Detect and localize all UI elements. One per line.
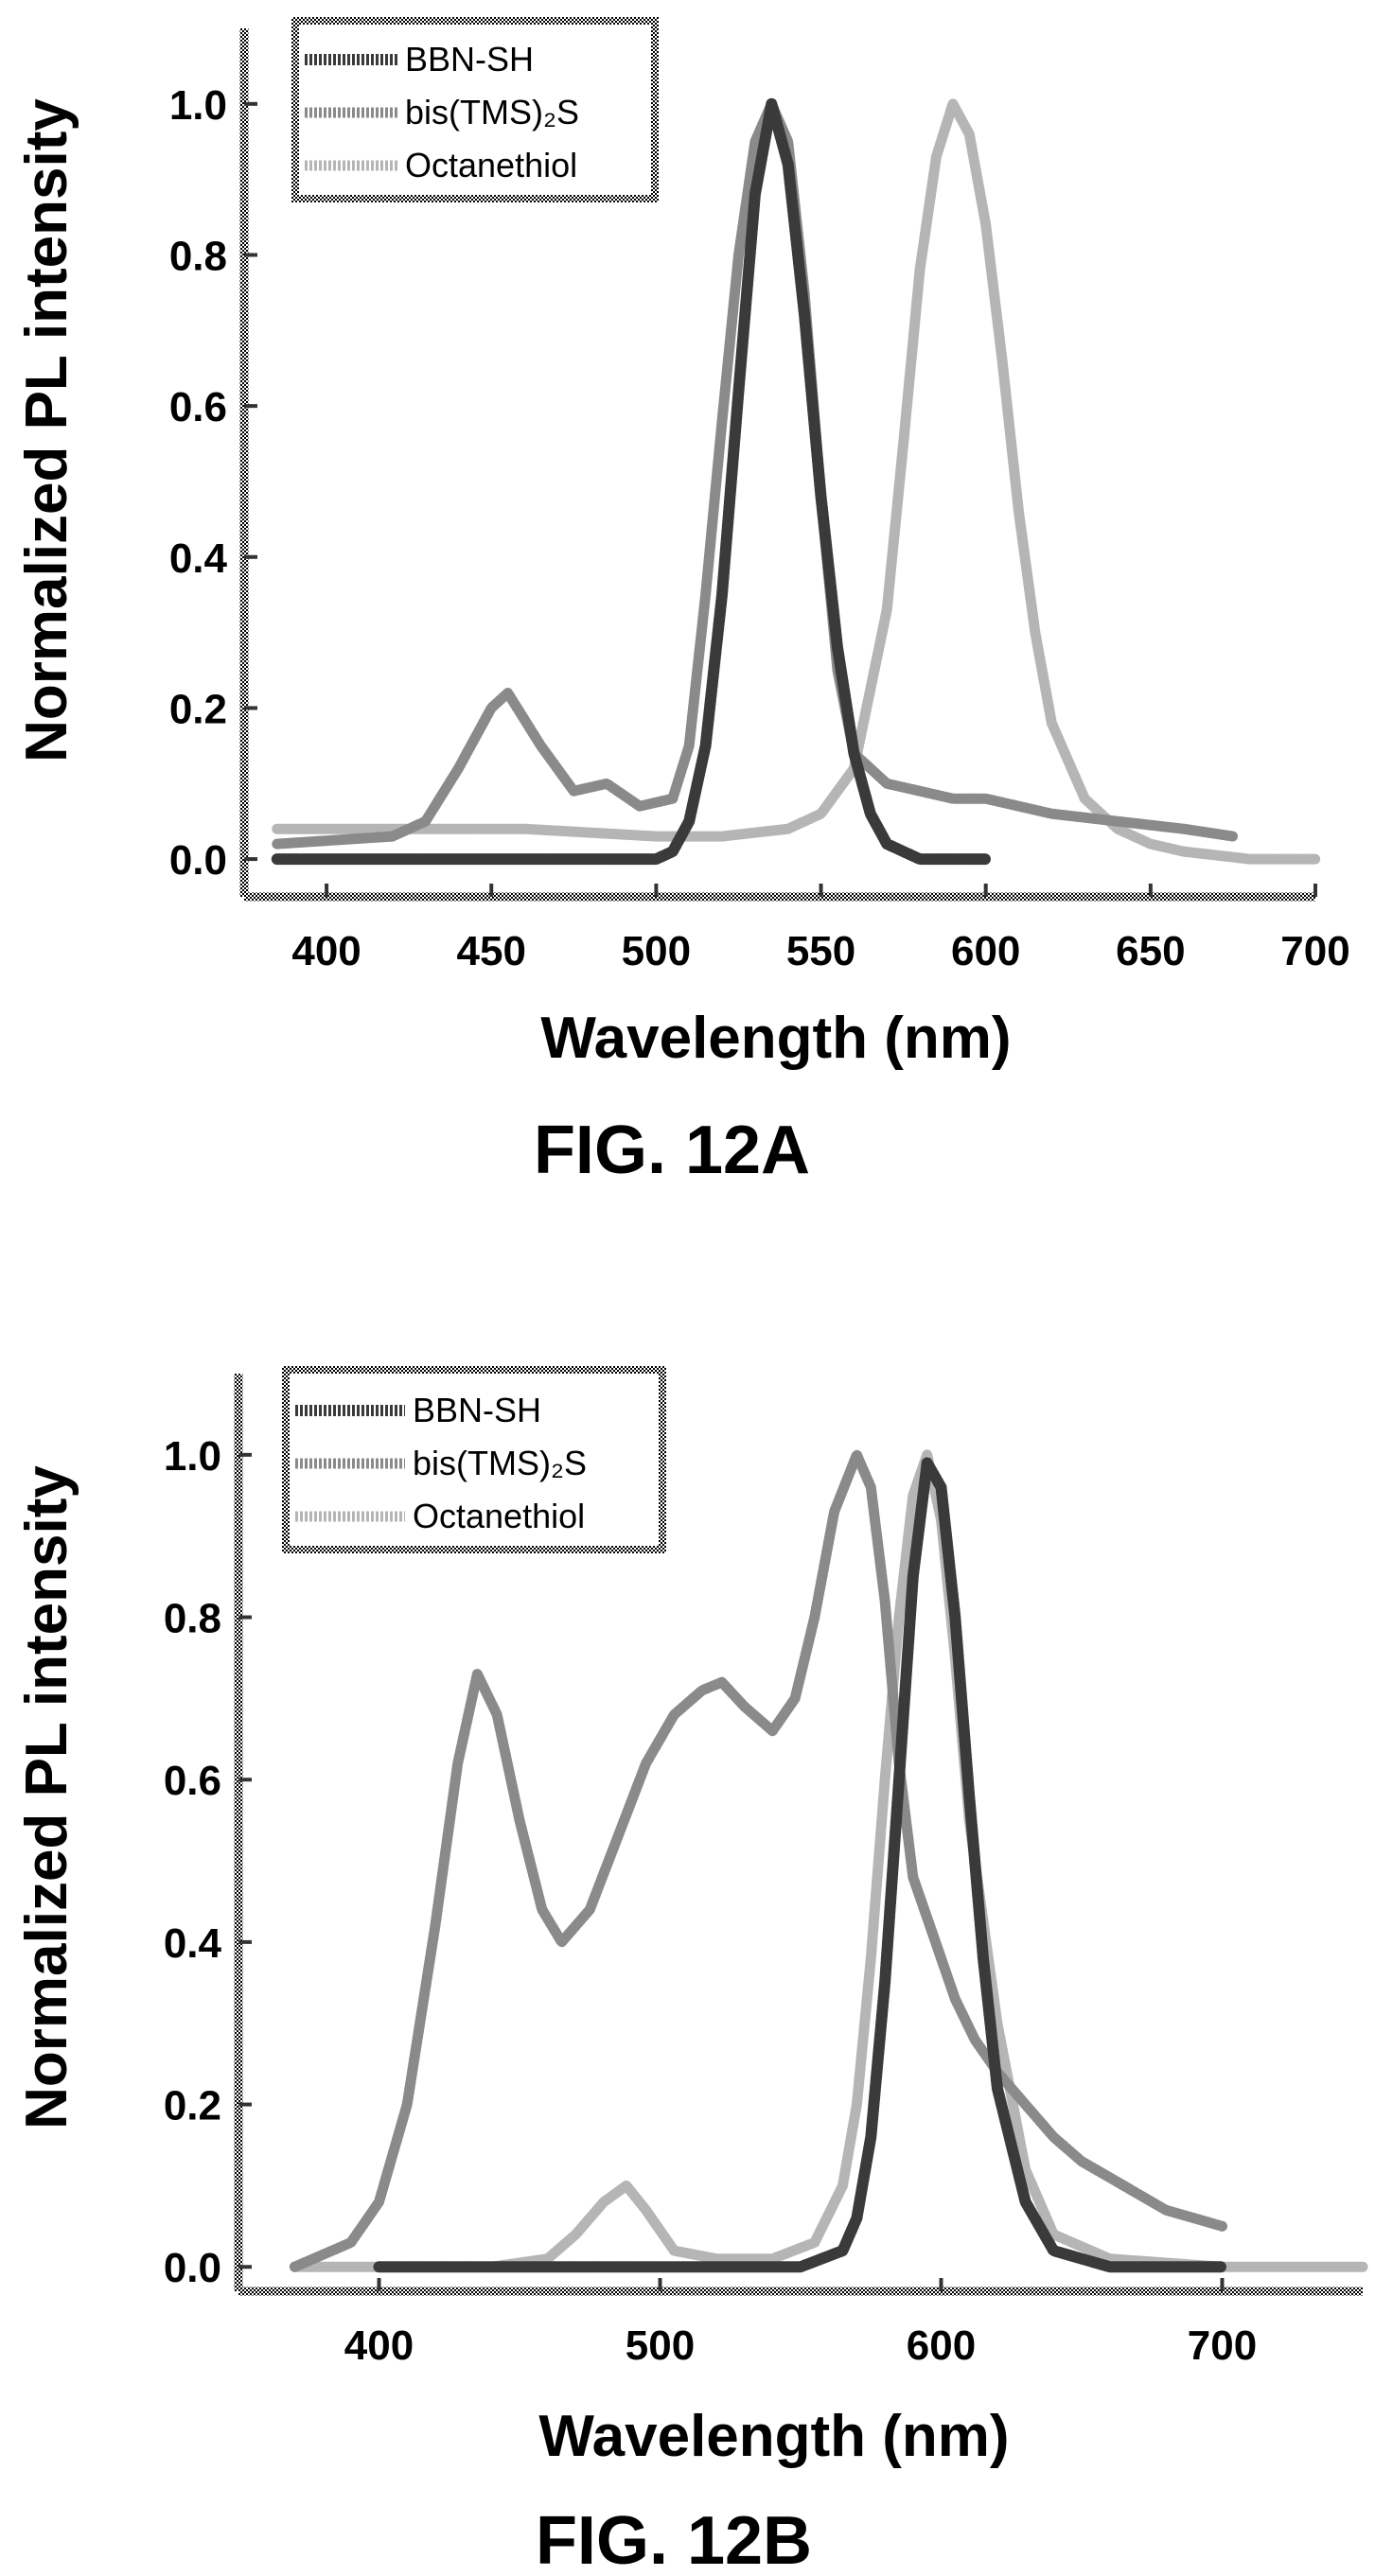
x-tick-label: 450 bbox=[457, 928, 526, 974]
series-line-1 bbox=[289, 1449, 1227, 2272]
y-tick-label: 0.0 bbox=[169, 837, 227, 884]
y-tick-label: 1.0 bbox=[169, 82, 227, 129]
y-tick-label: 0.0 bbox=[164, 2245, 221, 2291]
x-tick-label: 700 bbox=[1280, 928, 1349, 974]
y-tick-label: 0.8 bbox=[164, 1596, 221, 1642]
x-tick-label: 400 bbox=[344, 2322, 414, 2369]
series-line-0 bbox=[271, 97, 992, 866]
x-tick-label: 400 bbox=[291, 928, 361, 974]
series-line-2 bbox=[289, 1449, 1368, 2272]
series-line-2 bbox=[272, 98, 1321, 865]
legend-label-bbn-sh: BBN-SH bbox=[413, 1391, 541, 1429]
legend-label-octanethiol: Octanethiol bbox=[413, 1497, 585, 1535]
y-tick-label: 0.6 bbox=[164, 1758, 221, 1804]
legend-box bbox=[291, 17, 659, 202]
y-tick-label: 0.2 bbox=[169, 686, 227, 732]
chart-panel-b: BBN-SH bis(TMS)₂S Octanethiol Wavelength… bbox=[14, 1366, 1368, 2576]
x-tick-label: 500 bbox=[626, 2322, 695, 2369]
legend-label-bis-tms2s: bis(TMS)₂S bbox=[413, 1444, 587, 1482]
y-tick-label: 1.0 bbox=[164, 1433, 221, 1480]
legend-box bbox=[282, 1366, 666, 1553]
y-axis-label: Normalized PL intensity bbox=[14, 1465, 79, 2129]
x-axis-label: Wavelength (nm) bbox=[538, 2404, 1009, 2469]
figure-caption: FIG. 12A bbox=[534, 1113, 810, 1188]
legend-label-octanethiol: Octanethiol bbox=[405, 146, 577, 184]
x-tick-label: 500 bbox=[622, 928, 691, 974]
y-tick-label: 0.4 bbox=[164, 1920, 222, 1967]
x-tick-label: 700 bbox=[1188, 2322, 1257, 2369]
x-tick-label: 550 bbox=[786, 928, 855, 974]
y-tick-label: 0.2 bbox=[164, 2083, 221, 2129]
x-tick-label: 650 bbox=[1116, 928, 1185, 974]
chart-panel-a: BBN-SH bis(TMS)₂S Octanethiol Wavelength… bbox=[14, 17, 1350, 1188]
y-tick-label: 0.6 bbox=[169, 384, 227, 430]
series-line-0 bbox=[373, 1457, 1228, 2273]
legend-label-bbn-sh: BBN-SH bbox=[405, 40, 534, 79]
legend-label-bis-tms2s: bis(TMS)₂S bbox=[405, 93, 579, 131]
series-line-1 bbox=[272, 98, 1239, 850]
x-axis-label: Wavelength (nm) bbox=[540, 1006, 1011, 1071]
y-tick-label: 0.8 bbox=[169, 233, 227, 279]
y-tick-label: 0.4 bbox=[169, 535, 228, 582]
x-tick-label: 600 bbox=[907, 2322, 976, 2369]
figure-caption: FIG. 12B bbox=[536, 2503, 812, 2576]
y-axis-label: Normalized PL intensity bbox=[14, 98, 79, 762]
x-tick-label: 600 bbox=[951, 928, 1020, 974]
